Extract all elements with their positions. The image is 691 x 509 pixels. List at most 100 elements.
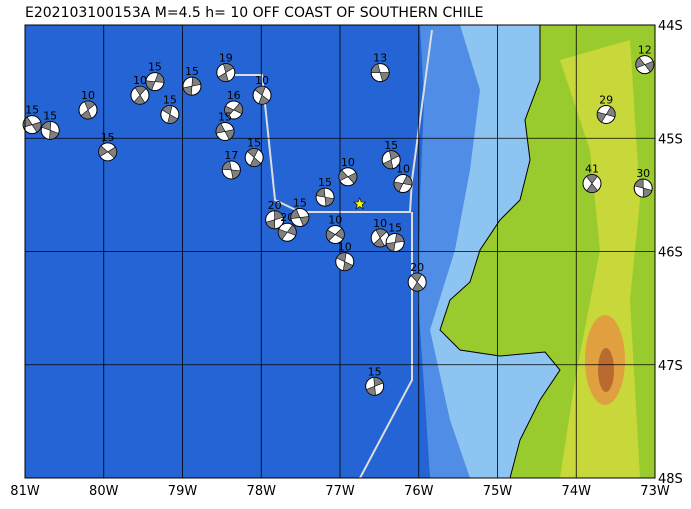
compression-quadrant bbox=[224, 129, 235, 140]
compression-quadrant bbox=[98, 145, 109, 158]
compression-quadrant bbox=[324, 196, 335, 207]
compression-quadrant bbox=[167, 114, 179, 124]
epicenter-star bbox=[353, 197, 367, 210]
beachball bbox=[393, 174, 413, 194]
compression-quadrant bbox=[230, 169, 241, 180]
compression-quadrant bbox=[265, 219, 276, 230]
beachball bbox=[182, 76, 202, 96]
compression-quadrant bbox=[586, 174, 598, 185]
lon-tick-label: 81W bbox=[10, 484, 40, 499]
compression-quadrant bbox=[277, 228, 288, 240]
beachball bbox=[633, 178, 653, 198]
depth-label: 10 bbox=[255, 74, 269, 87]
compression-quadrant bbox=[365, 385, 376, 396]
compression-quadrant bbox=[389, 150, 400, 161]
depth-label: 10 bbox=[328, 214, 342, 227]
compression-quadrant bbox=[217, 72, 229, 82]
depth-label: 10 bbox=[341, 156, 355, 169]
compression-quadrant bbox=[394, 233, 405, 243]
depth-label: 15 bbox=[293, 197, 307, 210]
depth-label: 10 bbox=[373, 217, 387, 230]
beachball bbox=[265, 210, 285, 230]
beachball bbox=[22, 115, 42, 135]
depth-label: 15 bbox=[43, 109, 57, 122]
compression-quadrant bbox=[412, 281, 424, 292]
compression-quadrant bbox=[258, 94, 270, 105]
compression-quadrant bbox=[634, 178, 644, 189]
depth-label: 20 bbox=[410, 261, 424, 274]
compression-quadrant bbox=[382, 159, 394, 170]
map-title: E202103100153A M=4.5 h= 10 OFF COAST OF … bbox=[25, 5, 484, 21]
compression-quadrant bbox=[233, 102, 243, 115]
beachball bbox=[635, 55, 655, 75]
compression-quadrant bbox=[290, 208, 301, 219]
depth-label: 15 bbox=[101, 131, 115, 144]
compression-quadrant bbox=[224, 105, 235, 118]
depth-label: 20 bbox=[280, 211, 294, 224]
beachball bbox=[160, 104, 180, 124]
depth-label: 15 bbox=[185, 65, 199, 78]
lat-tick-label: 46S bbox=[658, 246, 683, 261]
compression-quadrant bbox=[80, 109, 92, 120]
depth-label: 15 bbox=[368, 365, 382, 378]
compression-quadrant bbox=[274, 210, 284, 221]
compression-quadrant bbox=[222, 160, 232, 171]
compression-quadrant bbox=[247, 148, 259, 158]
depth-label: 29 bbox=[599, 93, 613, 106]
beachball bbox=[224, 100, 244, 120]
compression-quadrant bbox=[215, 123, 226, 134]
depth-label: 13 bbox=[373, 52, 387, 65]
compression-quadrant bbox=[342, 261, 354, 271]
compression-quadrant bbox=[385, 242, 396, 252]
depth-label: 15 bbox=[218, 110, 232, 123]
compression-quadrant bbox=[338, 169, 349, 182]
compression-quadrant bbox=[31, 121, 42, 133]
beachball bbox=[325, 225, 345, 245]
depth-label: 15 bbox=[318, 176, 332, 189]
lon-tick-label: 80W bbox=[89, 484, 119, 499]
lat-tick-label: 47S bbox=[658, 359, 683, 374]
compression-quadrant bbox=[373, 237, 385, 248]
compression-quadrant bbox=[334, 227, 345, 240]
lon-tick-label: 76W bbox=[404, 484, 434, 499]
depth-label: 15 bbox=[25, 104, 39, 117]
lat-tick-label: 45S bbox=[658, 132, 683, 147]
compression-quadrant bbox=[635, 57, 646, 69]
depth-label: 16 bbox=[227, 89, 241, 102]
beachball bbox=[145, 72, 165, 92]
depth-label: 17 bbox=[224, 149, 238, 162]
compression-quadrant bbox=[41, 121, 52, 131]
compression-quadrant bbox=[145, 80, 156, 91]
compression-quadrant bbox=[49, 129, 60, 140]
lon-tick-label: 74W bbox=[562, 484, 592, 499]
beachball bbox=[40, 120, 60, 140]
compression-quadrant bbox=[107, 146, 117, 159]
lat-tick-label: 48S bbox=[658, 472, 683, 487]
beachball bbox=[78, 100, 98, 120]
depth-label: 12 bbox=[638, 44, 652, 57]
depth-label: 10 bbox=[338, 241, 352, 254]
compression-quadrant bbox=[370, 63, 381, 73]
compression-quadrant bbox=[286, 224, 297, 236]
beachball bbox=[277, 222, 297, 242]
beachball bbox=[370, 63, 390, 83]
beachball bbox=[407, 272, 427, 292]
compression-quadrant bbox=[191, 76, 202, 87]
compression-quadrant bbox=[154, 72, 165, 83]
beachball bbox=[216, 63, 236, 83]
compression-quadrant bbox=[375, 228, 388, 239]
beachball bbox=[381, 150, 401, 170]
depth-label: 10 bbox=[396, 163, 410, 176]
compression-quadrant bbox=[596, 111, 607, 123]
beachball bbox=[338, 167, 358, 187]
compression-quadrant bbox=[325, 229, 336, 242]
lon-tick-label: 73W bbox=[640, 484, 670, 499]
compression-quadrant bbox=[644, 60, 654, 73]
compression-quadrant bbox=[393, 181, 404, 193]
depth-label: 15 bbox=[384, 139, 398, 152]
compression-quadrant bbox=[315, 187, 326, 198]
compression-quadrant bbox=[410, 272, 423, 283]
depth-label: 30 bbox=[636, 167, 650, 180]
beachball bbox=[221, 160, 241, 180]
